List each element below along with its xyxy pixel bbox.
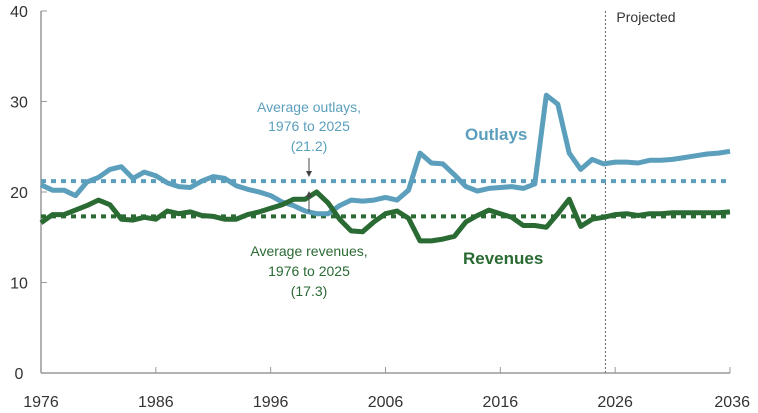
x-tick-label: 1996 [253,394,289,411]
svg-text:(17.3): (17.3) [291,283,328,299]
average-revenues-annotation: Average revenues, 1976 to 2025 (17.3) [250,191,368,299]
svg-text:(21.2): (21.2) [291,138,328,154]
svg-text:1976 to 2025: 1976 to 2025 [268,263,350,279]
y-tick-label: 10 [10,276,28,293]
x-tick-label: 2006 [368,394,404,411]
revenues-line [39,189,731,244]
revenues-label: Revenues [463,249,543,268]
y-tick-label: 20 [10,185,28,202]
y-tick-label: 30 [10,95,28,112]
arrow-head-down-icon [306,171,312,177]
svg-text:Average revenues,: Average revenues, [250,243,367,259]
projected-label: Projected [616,9,675,25]
arrow-head-up-icon [306,191,312,197]
outlays-line [39,92,731,217]
x-tick-label: 1976 [23,394,59,411]
y-axis: 0 10 20 30 40 [10,4,47,383]
x-tick-label: 2026 [597,394,633,411]
x-axis: 1976 1986 1996 2006 2016 2026 2036 [23,367,750,411]
x-tick-label: 1986 [138,394,174,411]
average-outlays-annotation: Average outlays, 1976 to 2025 (21.2) [257,99,361,177]
x-tick-label: 2016 [483,394,519,411]
x-tick-label: 2036 [714,394,750,411]
y-tick-label: 40 [10,4,28,21]
outlays-label: Outlays [465,125,527,144]
y-tick-label: 0 [15,366,24,383]
svg-text:1976 to 2025: 1976 to 2025 [268,118,350,134]
svg-text:Average outlays,: Average outlays, [257,99,361,115]
